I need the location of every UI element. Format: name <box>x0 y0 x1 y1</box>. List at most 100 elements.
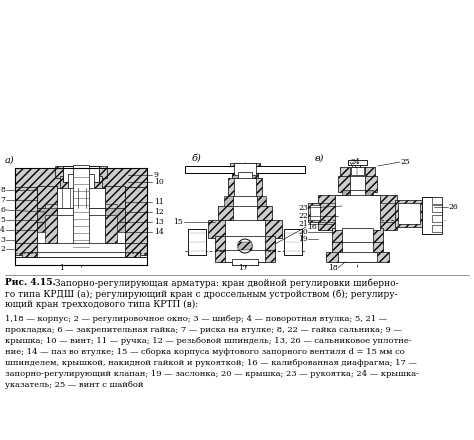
Text: 15: 15 <box>173 218 183 226</box>
Bar <box>208 220 240 238</box>
Bar <box>37 243 125 255</box>
Bar <box>105 215 117 245</box>
Bar <box>346 198 354 206</box>
Bar <box>310 205 320 220</box>
Text: 25: 25 <box>400 158 410 166</box>
Bar <box>45 204 59 212</box>
Bar <box>432 205 442 212</box>
Bar <box>250 220 282 238</box>
Bar <box>238 172 252 182</box>
Text: 1,18 — корпус; 2 — регулировочное окно; 3 — шибер; 4 — поворотная втулка; 5, 21 : 1,18 — корпус; 2 — регулировочное окно; … <box>5 315 387 323</box>
Bar <box>398 203 420 224</box>
Bar <box>332 242 383 254</box>
Bar <box>188 238 206 246</box>
Bar <box>15 170 37 245</box>
Bar <box>225 250 265 262</box>
Bar <box>15 243 147 255</box>
Text: 13: 13 <box>154 218 164 226</box>
Bar <box>105 208 125 222</box>
Text: 24: 24 <box>350 158 360 166</box>
Bar <box>332 228 383 244</box>
Bar <box>230 163 260 173</box>
Text: 10: 10 <box>154 178 164 186</box>
Text: 9: 9 <box>154 171 159 179</box>
Text: указатель; 25 — винт с шайбой: указатель; 25 — винт с шайбой <box>5 381 144 389</box>
Bar <box>226 166 264 173</box>
Text: 22: 22 <box>298 212 308 220</box>
Bar <box>15 257 147 265</box>
Bar <box>232 172 258 180</box>
Bar <box>185 166 305 173</box>
Text: го типа КРДШ (а); регулирующий кран с дроссельным устройством (б); регулиру-: го типа КРДШ (а); регулирующий кран с др… <box>5 289 398 298</box>
Bar <box>188 229 206 237</box>
Bar <box>350 167 365 177</box>
Bar <box>68 174 94 192</box>
Bar <box>255 236 275 252</box>
Text: 8: 8 <box>0 186 5 194</box>
Bar <box>15 257 37 265</box>
Text: 1: 1 <box>60 264 64 272</box>
Bar <box>432 197 442 204</box>
Bar <box>422 197 442 234</box>
Bar <box>103 204 117 212</box>
Bar <box>215 236 235 252</box>
Bar <box>234 163 256 175</box>
Text: 4: 4 <box>0 226 5 234</box>
Bar <box>355 162 360 170</box>
Bar <box>350 190 365 200</box>
Bar <box>233 196 257 208</box>
Bar <box>125 187 147 245</box>
Bar <box>432 215 442 222</box>
Bar <box>215 250 235 262</box>
Bar <box>125 257 147 265</box>
Bar <box>342 190 354 200</box>
Bar <box>105 186 125 208</box>
Bar <box>225 236 265 252</box>
Bar <box>246 178 262 198</box>
Circle shape <box>238 239 252 253</box>
Text: крышка; 10 — винт; 11 — ручка; 12 — резьбовой шпиндель; 13, 26 — сальниковое упл: крышка; 10 — винт; 11 — ручка; 12 — резь… <box>5 337 411 345</box>
Text: 12: 12 <box>154 208 164 216</box>
Text: 21: 21 <box>298 220 308 228</box>
Text: 19: 19 <box>298 235 308 243</box>
Bar <box>318 195 343 230</box>
Text: прокладка; 6 — закрепительная гайка; 7 — риска на втулке; 8, 22 — гайка сальника: прокладка; 6 — закрепительная гайка; 7 —… <box>5 326 402 334</box>
Text: Запорно-регулирующая арматура: кран двойной регулировки шиберно-: Запорно-регулирующая арматура: кран двой… <box>52 278 399 287</box>
Bar <box>361 190 373 200</box>
Text: 7: 7 <box>0 196 5 204</box>
Bar <box>422 197 434 234</box>
Bar <box>37 186 57 208</box>
Bar <box>284 238 302 246</box>
Text: ющий кран трехходового типа КРТП (в):: ющий кран трехходового типа КРТП (в): <box>5 300 198 309</box>
Bar <box>63 166 99 182</box>
Bar <box>57 188 105 208</box>
Text: 6: 6 <box>0 206 5 214</box>
Bar <box>284 229 302 237</box>
Bar <box>350 198 365 206</box>
Bar <box>395 200 425 227</box>
Bar <box>338 176 356 192</box>
Text: б): б) <box>192 154 202 163</box>
Bar <box>372 203 397 222</box>
Bar <box>45 215 57 245</box>
Text: 23: 23 <box>298 204 308 212</box>
Bar <box>73 165 89 250</box>
Bar <box>15 168 147 188</box>
Bar <box>57 222 105 232</box>
Bar <box>252 206 272 222</box>
Bar <box>234 178 256 198</box>
Bar <box>55 166 107 178</box>
Bar <box>233 206 257 222</box>
Bar <box>37 208 57 222</box>
Bar <box>348 160 367 165</box>
Bar <box>338 252 377 262</box>
Text: 26: 26 <box>448 203 458 211</box>
Bar <box>326 252 389 262</box>
Bar <box>105 222 125 232</box>
Bar <box>250 259 258 265</box>
Text: 18: 18 <box>328 264 338 272</box>
Text: 5: 5 <box>0 216 5 224</box>
Bar <box>340 167 375 177</box>
Bar <box>350 204 365 212</box>
Bar <box>225 220 265 238</box>
